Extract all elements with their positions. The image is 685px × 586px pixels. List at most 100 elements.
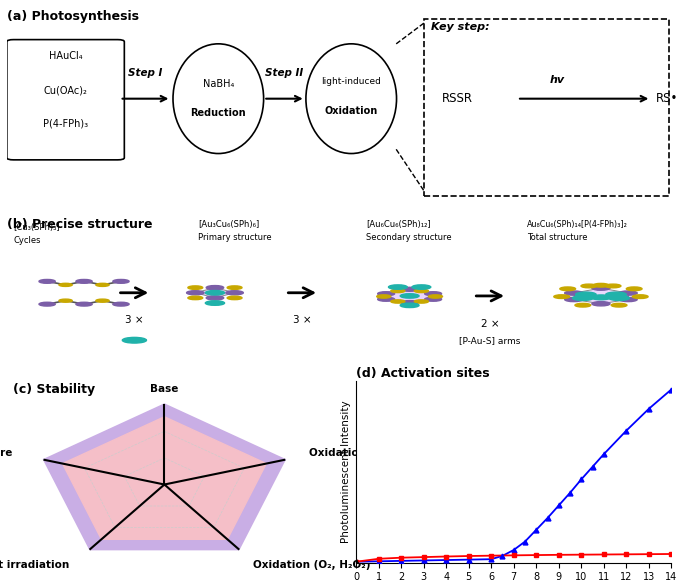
Text: [Cu₃(SPh)₃]: [Cu₃(SPh)₃]: [14, 223, 60, 232]
Text: Oxidation: Oxidation: [325, 106, 378, 117]
Circle shape: [619, 297, 637, 302]
Circle shape: [564, 291, 583, 295]
Circle shape: [619, 291, 637, 295]
Text: RSSR: RSSR: [442, 92, 473, 105]
Circle shape: [593, 284, 609, 287]
Text: 3 ×: 3 ×: [293, 315, 312, 325]
Text: Reduction: Reduction: [190, 108, 246, 118]
Text: Key step:: Key step:: [431, 22, 490, 32]
Circle shape: [206, 285, 224, 289]
Circle shape: [59, 299, 72, 302]
Circle shape: [590, 295, 611, 300]
Circle shape: [401, 301, 418, 305]
Circle shape: [377, 292, 395, 296]
Circle shape: [227, 286, 242, 289]
Circle shape: [206, 301, 225, 305]
Text: light-induced: light-induced: [321, 77, 381, 86]
Text: NaBH₄: NaBH₄: [203, 79, 234, 89]
Circle shape: [39, 302, 55, 306]
Text: 3 ×: 3 ×: [125, 315, 144, 325]
Circle shape: [76, 302, 92, 306]
Circle shape: [113, 280, 129, 283]
Circle shape: [428, 295, 443, 298]
Circle shape: [388, 285, 408, 289]
Circle shape: [414, 300, 428, 303]
Circle shape: [123, 338, 147, 343]
Circle shape: [188, 286, 203, 289]
Circle shape: [554, 295, 569, 298]
Circle shape: [606, 292, 626, 297]
Text: Cycles: Cycles: [14, 236, 41, 245]
Circle shape: [206, 296, 224, 300]
Circle shape: [412, 285, 431, 289]
Circle shape: [391, 300, 405, 303]
Circle shape: [414, 289, 428, 292]
Text: Total structure: Total structure: [527, 233, 588, 241]
Circle shape: [391, 289, 405, 292]
Circle shape: [564, 297, 583, 302]
Text: [Au₃Cu₆(SPh)₆]: [Au₃Cu₆(SPh)₆]: [198, 220, 260, 229]
Circle shape: [227, 296, 242, 299]
Text: [P-Au-S] arms: [P-Au-S] arms: [460, 336, 521, 345]
Polygon shape: [45, 405, 284, 549]
Polygon shape: [574, 288, 628, 304]
Circle shape: [592, 302, 610, 306]
Ellipse shape: [306, 44, 397, 154]
Text: Oxidation (TEMPO): Oxidation (TEMPO): [310, 448, 421, 458]
Circle shape: [96, 283, 109, 287]
Text: P(4-FPh)₃: P(4-FPh)₃: [43, 119, 88, 129]
Circle shape: [425, 297, 442, 301]
Polygon shape: [62, 417, 266, 539]
Circle shape: [575, 292, 596, 297]
Circle shape: [96, 299, 109, 302]
Text: (d) Activation sites: (d) Activation sites: [356, 367, 490, 380]
Circle shape: [560, 287, 575, 291]
Circle shape: [188, 296, 203, 299]
FancyBboxPatch shape: [425, 19, 669, 196]
Text: RS•: RS•: [656, 92, 678, 105]
Text: Secondary structure: Secondary structure: [366, 233, 451, 241]
Circle shape: [377, 295, 391, 298]
Circle shape: [186, 291, 204, 295]
Text: [Au₆Cu₆(SPh)₁₂]: [Au₆Cu₆(SPh)₁₂]: [366, 220, 431, 229]
Y-axis label: Photoluminescent Intensity: Photoluminescent Intensity: [340, 400, 351, 543]
Text: Au₈Cu₆(SPh)₁₄[P(4-FPh)₃]₂: Au₈Cu₆(SPh)₁₄[P(4-FPh)₃]₂: [527, 220, 628, 229]
Circle shape: [400, 303, 419, 308]
Text: Primary structure: Primary structure: [198, 233, 272, 241]
Circle shape: [605, 284, 621, 288]
Text: (b) Precise structure: (b) Precise structure: [7, 219, 152, 231]
Text: Light irradiation: Light irradiation: [0, 560, 70, 570]
Circle shape: [39, 280, 55, 283]
Circle shape: [632, 295, 648, 298]
Circle shape: [592, 286, 610, 290]
Text: Cu(OAc)₂: Cu(OAc)₂: [44, 85, 88, 96]
Circle shape: [425, 292, 442, 296]
Circle shape: [59, 283, 72, 287]
Circle shape: [76, 280, 92, 283]
Text: HAuCl₄: HAuCl₄: [49, 52, 83, 62]
Circle shape: [573, 296, 593, 301]
Polygon shape: [386, 289, 433, 302]
Text: Base: Base: [150, 384, 179, 394]
Circle shape: [581, 284, 597, 288]
Text: Step II: Step II: [265, 69, 303, 79]
Text: Step I: Step I: [128, 69, 162, 79]
Text: Oxidation (O₂, H₂O₂): Oxidation (O₂, H₂O₂): [253, 560, 371, 570]
Ellipse shape: [173, 44, 264, 154]
Text: (c) Stability: (c) Stability: [13, 383, 95, 396]
Circle shape: [611, 304, 627, 307]
Circle shape: [626, 287, 642, 291]
Polygon shape: [195, 288, 234, 298]
Circle shape: [226, 291, 243, 295]
Circle shape: [575, 304, 590, 307]
Text: (a) Photosynthesis: (a) Photosynthesis: [7, 10, 139, 23]
Text: Temperature: Temperature: [0, 448, 13, 458]
Text: 2 ×: 2 ×: [481, 319, 499, 329]
Circle shape: [113, 302, 129, 306]
FancyBboxPatch shape: [7, 40, 124, 160]
Circle shape: [400, 294, 419, 298]
Text: hv: hv: [550, 74, 565, 85]
Circle shape: [377, 297, 395, 301]
Circle shape: [206, 291, 225, 295]
Circle shape: [609, 296, 630, 301]
